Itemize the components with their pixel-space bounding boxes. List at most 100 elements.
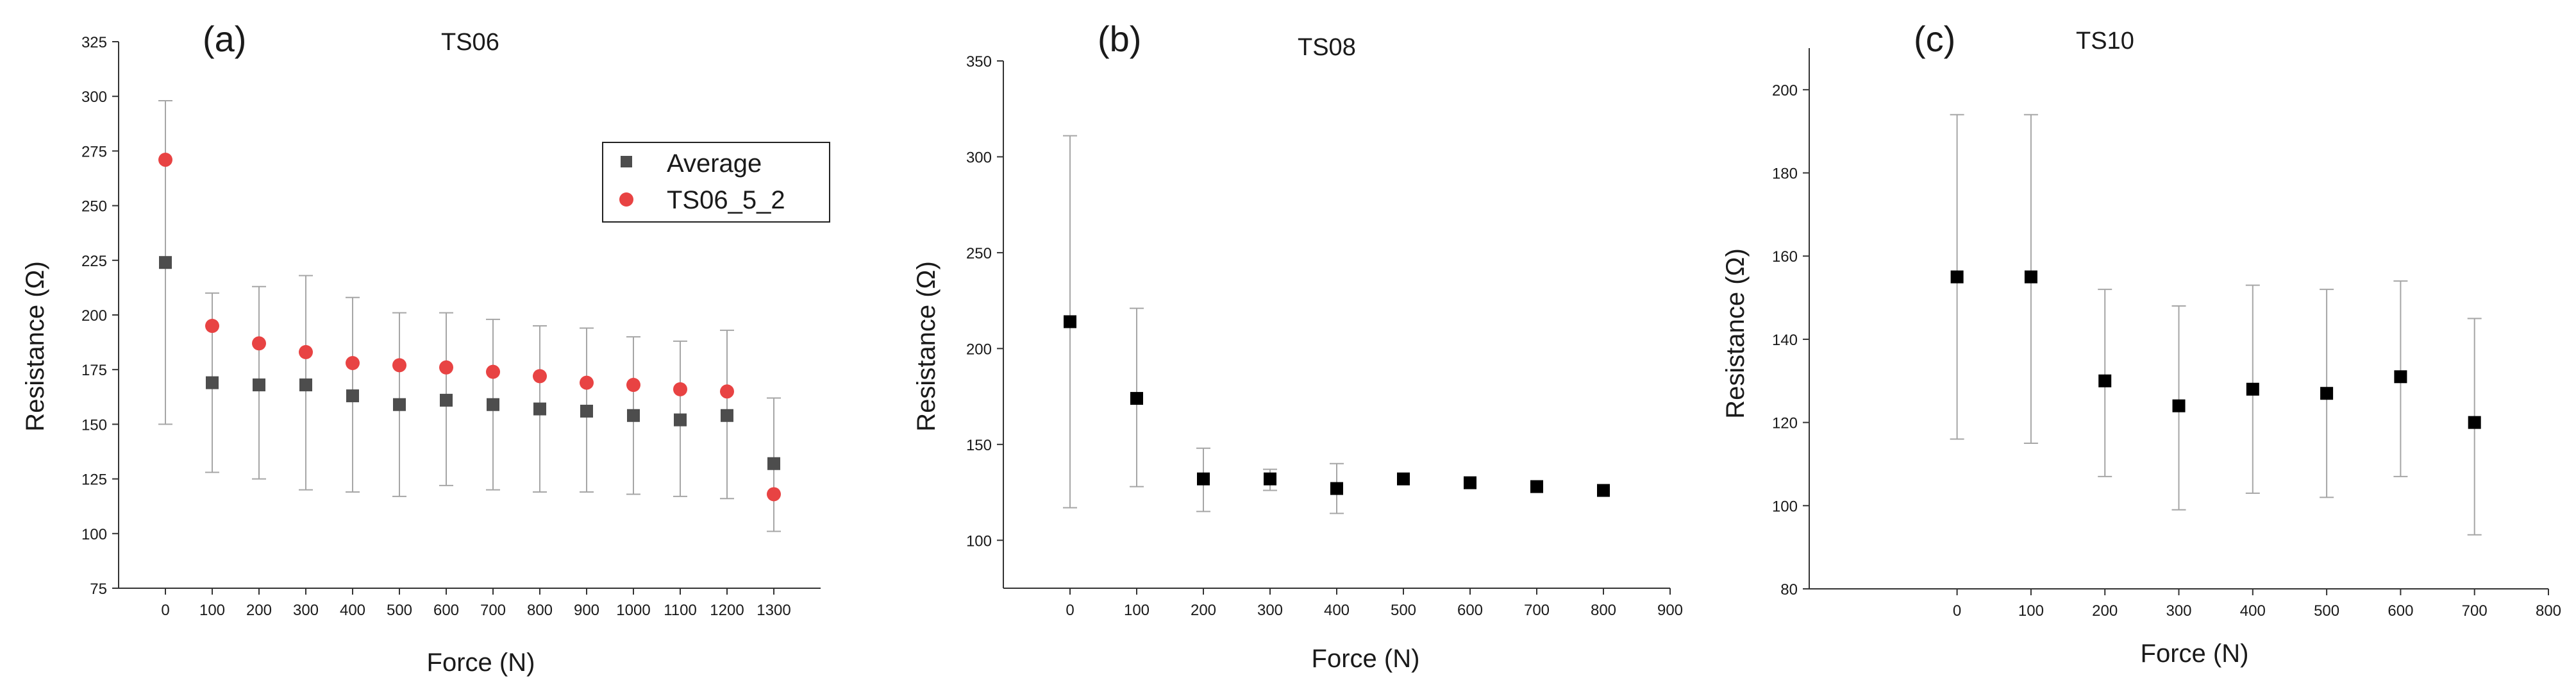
x-axis-title: Force (N): [2141, 640, 2249, 668]
x-tick-label: 500: [2314, 602, 2339, 620]
data-point: [2024, 270, 2037, 284]
y-tick-label: 125: [81, 471, 107, 489]
data-point: [767, 457, 780, 470]
legend-marker-average: [621, 156, 632, 167]
data-point: [2172, 399, 2186, 412]
x-tick-label: 400: [340, 602, 365, 619]
x-tick-label: 800: [527, 602, 553, 619]
x-tick-label: 100: [199, 602, 225, 619]
x-tick-label: 800: [2536, 602, 2561, 620]
data-point: [392, 358, 406, 373]
data-point: [1397, 472, 1410, 486]
x-tick-label: 0: [161, 602, 169, 619]
x-tick-label: 300: [1257, 602, 1283, 619]
data-point: [206, 376, 219, 389]
chart-title: TS06: [441, 29, 499, 56]
data-point: [2098, 374, 2112, 387]
data-point: [2246, 382, 2259, 396]
data-point: [439, 360, 453, 375]
data-point: [486, 364, 500, 379]
chart-panel-a: (a) TS06 Force (N) Resistance (Ω) 0 100 20…: [21, 19, 830, 677]
y-axis-title: Resistance (Ω): [1721, 248, 1750, 419]
x-tick-label: 400: [2240, 602, 2266, 620]
x-tick-label: 600: [1457, 602, 1483, 619]
x-tick-label: 600: [433, 602, 459, 619]
x-tick-label: 1300: [757, 602, 790, 619]
data-point: [533, 402, 546, 416]
legend-label-average: Average: [667, 149, 762, 178]
data-point: [1130, 392, 1143, 405]
data-point: [299, 378, 312, 392]
data-point: [721, 409, 733, 422]
data-point: [393, 398, 406, 411]
x-tick-label: 200: [246, 602, 272, 619]
data-point: [1197, 472, 1210, 486]
y-tick-label: 350: [966, 53, 992, 71]
data-point: [627, 409, 640, 422]
panel-label: (b): [1098, 19, 1141, 59]
data-point: [674, 413, 687, 427]
data-point: [1530, 480, 1543, 493]
y-tick-label: 275: [81, 143, 107, 160]
data-point: [158, 153, 172, 167]
y-tick-label: 100: [81, 526, 107, 543]
x-tick-label: 1000: [616, 602, 650, 619]
y-axis-title: Resistance (Ω): [912, 261, 941, 432]
x-tick-label: 900: [574, 602, 599, 619]
data-point: [487, 398, 499, 411]
legend-frame: [602, 142, 830, 223]
y-tick-label: 175: [81, 362, 107, 379]
data-point: [1064, 315, 1076, 328]
data-point: [440, 393, 453, 407]
y-tick-label: 160: [1772, 248, 1798, 266]
y-tick-label: 200: [81, 307, 107, 325]
x-tick-label: 300: [293, 602, 319, 619]
chart-legend: Average TS06_5_2: [602, 142, 830, 223]
data-point: [580, 404, 593, 418]
panel-label: (c): [1914, 19, 1955, 59]
y-tick-label: 250: [81, 198, 107, 216]
y-tick-label: 200: [966, 341, 992, 358]
data-point: [346, 355, 360, 370]
data-point: [1330, 482, 1343, 495]
chart-panel-b: (b) TS08 Force (N) Resistance (Ω) 0 100 20…: [912, 19, 1683, 673]
x-tick-label: 200: [2092, 602, 2118, 620]
y-tick-label: 140: [1772, 332, 1798, 349]
data-point: [1597, 484, 1610, 497]
data-point: [346, 389, 359, 403]
x-tick-label: 700: [2462, 602, 2488, 620]
data-point: [252, 336, 266, 351]
chart-title: TS08: [1298, 34, 1356, 61]
chart-title: TS10: [2076, 28, 2134, 55]
x-tick-label: 400: [1324, 602, 1350, 619]
y-tick-label: 225: [81, 253, 107, 270]
x-tick-label: 500: [1391, 602, 1416, 619]
x-tick-label: 800: [1591, 602, 1616, 619]
y-tick-label: 80: [1780, 581, 1798, 598]
legend-marker-ts06-5-2: [619, 192, 633, 207]
data-point: [205, 319, 219, 334]
data-point: [2320, 387, 2334, 400]
chart-panel-c: (c) TS10 Force (N) Resistance (Ω) 0 100 20…: [1721, 19, 2561, 668]
x-tick-label: 1200: [710, 602, 744, 619]
data-point: [533, 369, 547, 384]
panel-label: (a): [203, 19, 246, 59]
x-tick-label: 900: [1657, 602, 1683, 619]
y-tick-label: 150: [966, 437, 992, 454]
y-axis-title: Resistance (Ω): [21, 261, 49, 432]
data-point: [626, 378, 640, 393]
y-tick-label: 200: [1772, 82, 1798, 99]
x-tick-label: 0: [1066, 602, 1074, 619]
y-tick-label: 150: [81, 416, 107, 434]
data-point: [720, 384, 734, 399]
x-tick-label: 600: [2388, 602, 2413, 620]
x-tick-label: 700: [480, 602, 506, 619]
data-point: [2394, 370, 2407, 384]
x-tick-label: 1100: [664, 602, 697, 619]
data-point: [1264, 472, 1276, 486]
x-tick-label: 500: [387, 602, 412, 619]
y-tick-label: 300: [81, 89, 107, 106]
y-tick-label: 250: [966, 245, 992, 262]
x-axis-title: Force (N): [427, 649, 535, 677]
